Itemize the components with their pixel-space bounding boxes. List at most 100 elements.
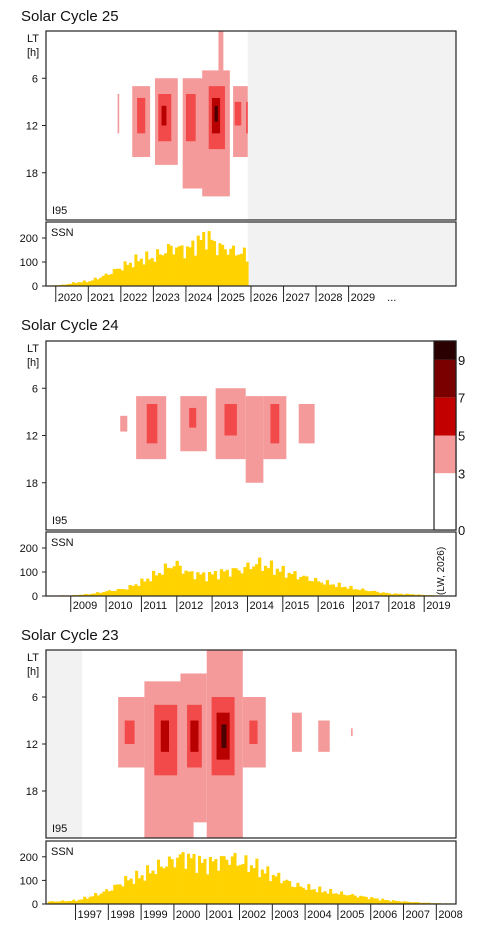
ssn-bar xyxy=(211,861,215,904)
ssn-bar xyxy=(69,901,73,904)
ssn-bar xyxy=(61,900,65,904)
ssn-bar xyxy=(164,253,168,286)
year-label: 2005 xyxy=(340,909,364,921)
ssn-bar xyxy=(116,588,120,596)
ssn-bar xyxy=(282,880,286,904)
ssn-bar xyxy=(310,889,314,904)
ssn-bar xyxy=(159,866,163,904)
ssn-bar xyxy=(207,231,211,286)
ssn-bar xyxy=(156,859,161,904)
ssn-bar xyxy=(281,565,285,596)
ssn-bar xyxy=(215,255,219,286)
ssn-bar xyxy=(87,594,91,596)
ssn-bar xyxy=(266,866,270,904)
ssn-bar xyxy=(319,582,324,596)
ssn-bar xyxy=(240,253,244,286)
ssn-bar xyxy=(246,562,250,596)
ssn-bar xyxy=(90,593,94,596)
ssn-bar xyxy=(393,593,397,596)
heat-tick-label: 18 xyxy=(26,168,38,180)
ssn-bar xyxy=(225,569,229,596)
ssn-bar xyxy=(255,564,259,596)
scale-band xyxy=(434,473,456,530)
ssn-bar xyxy=(110,890,114,904)
ssn-bar xyxy=(139,258,143,286)
ssn-tick-label: 100 xyxy=(20,875,38,887)
ssn-bar xyxy=(318,886,322,904)
ssn-bar xyxy=(143,880,147,904)
heat-block xyxy=(224,404,237,436)
ssn-bar xyxy=(104,591,109,596)
ssn-bar xyxy=(175,560,179,596)
ssn-bar xyxy=(131,585,135,596)
heat-tick-label: 6 xyxy=(32,383,38,395)
year-label: 2028 xyxy=(318,292,342,304)
ssn-bar xyxy=(128,585,132,596)
ssn-bar xyxy=(304,889,308,904)
ssn-bar xyxy=(245,261,249,286)
heat-block xyxy=(117,94,120,134)
ssn-bar xyxy=(83,896,87,904)
heat-tick-label: 18 xyxy=(26,478,38,490)
ssn-bar xyxy=(399,593,403,596)
ssn-bar xyxy=(134,254,138,286)
ssn-bar xyxy=(358,590,362,596)
ssn-bar xyxy=(221,244,225,286)
ssn-bar xyxy=(142,264,146,286)
ssn-bar xyxy=(80,282,84,286)
ssn-bar xyxy=(390,594,394,596)
ssn-bar xyxy=(296,882,300,904)
future-region xyxy=(247,222,456,286)
ssn-bar xyxy=(102,891,106,904)
ssn-bar xyxy=(99,893,103,904)
ssn-bar xyxy=(143,581,147,596)
ssn-bar xyxy=(226,254,230,286)
ssn-bar xyxy=(285,879,289,904)
ssn-bar xyxy=(307,884,311,904)
ssn-bar xyxy=(213,571,218,596)
ssn-bar xyxy=(101,275,105,286)
scale-tick-label: 9 xyxy=(458,353,465,368)
chart-title: Solar Cycle 25 xyxy=(21,8,119,25)
ssn-bar xyxy=(375,898,379,904)
heat-block xyxy=(137,97,146,134)
ssn-bar xyxy=(210,239,214,286)
year-label: 2021 xyxy=(90,292,114,304)
ssn-bar xyxy=(120,270,124,286)
ssn-bar xyxy=(367,899,371,904)
heat-axis-label: LT xyxy=(27,343,39,355)
ssn-bar xyxy=(185,246,189,286)
ssn-bar xyxy=(261,570,265,596)
ssn-bar xyxy=(352,589,356,596)
ssn-bar xyxy=(353,895,357,904)
ssn-bar xyxy=(53,901,57,904)
year-label: 2013 xyxy=(214,600,238,612)
ssn-bar xyxy=(128,262,132,286)
ssn-bar xyxy=(308,580,312,596)
no-data-region xyxy=(46,650,83,838)
ssn-bar xyxy=(402,901,407,904)
scale-tick-label: 7 xyxy=(458,391,465,406)
ssn-bar xyxy=(293,887,297,904)
ssn-bar xyxy=(337,894,341,904)
ssn-bar xyxy=(162,868,166,904)
ssn-bar xyxy=(417,594,421,596)
ssn-bar xyxy=(132,883,136,904)
ssn-bar xyxy=(381,898,385,904)
ssn-bar xyxy=(255,858,259,904)
ssn-bar xyxy=(156,249,160,286)
year-label: 2015 xyxy=(285,600,309,612)
ssn-bar xyxy=(55,901,59,904)
ssn-bar xyxy=(349,585,353,596)
ssn-bar xyxy=(351,894,355,904)
ssn-bar xyxy=(230,856,234,904)
ssn-bar xyxy=(124,875,128,904)
ssn-bar xyxy=(322,584,327,596)
ssn-bar xyxy=(173,867,177,904)
ssn-bar xyxy=(329,888,333,904)
ssn-bar xyxy=(66,284,70,286)
ssn-tick-label: 100 xyxy=(20,567,38,579)
ssn-bar xyxy=(180,245,184,286)
heat-block xyxy=(185,94,196,142)
scale-band xyxy=(434,397,456,436)
